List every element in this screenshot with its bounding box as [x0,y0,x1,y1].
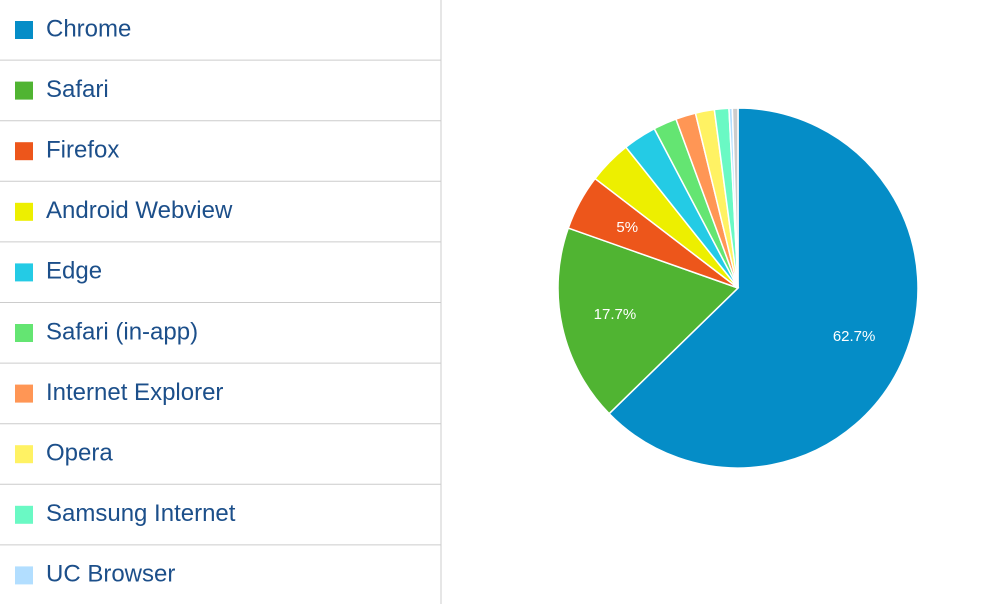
legend-swatch [15,566,33,585]
value-label: 5% [616,219,638,236]
legend-label[interactable]: Samsung Internet [46,500,236,527]
legend-label[interactable]: Safari [46,76,109,103]
legend-swatch [15,81,33,100]
legend-label[interactable]: UC Browser [46,561,175,588]
legend-swatch [15,384,33,403]
pie-slice [608,107,919,469]
legend-label[interactable]: Opera [46,440,113,467]
legend-swatch [15,445,33,464]
legend-label[interactable]: Edge [46,258,102,285]
legend-label[interactable]: Chrome [46,15,131,42]
legend-swatch [15,142,33,161]
pie-slice [731,107,739,289]
legend-swatch [15,202,33,221]
legend-swatch [15,505,33,524]
legend-swatch [15,324,33,342]
pie-slice [557,227,740,415]
legend-label[interactable]: Android Webview [46,197,233,224]
value-label: 62.7% [833,328,876,345]
legend-label[interactable]: Internet Explorer [46,379,223,406]
legend-swatch [15,21,33,39]
legend-label[interactable]: Firefox [46,137,119,164]
legend-swatch [15,263,33,282]
legend-label[interactable]: Safari (in-app) [46,318,198,345]
value-label: 17.7% [594,306,637,323]
